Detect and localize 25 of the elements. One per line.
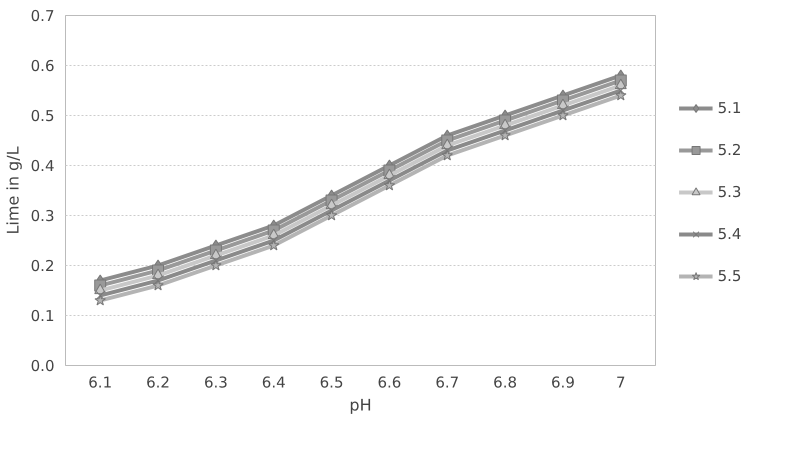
x-tick-label: 6.4 — [262, 374, 286, 392]
x-tick-label: 6.1 — [88, 374, 112, 392]
x-tick-label: 7 — [616, 374, 626, 392]
y-tick-label: 0.0 — [30, 357, 55, 375]
y-axis-title: Lime in g/L — [4, 146, 23, 235]
legend-label: 5.2 — [718, 140, 742, 158]
legend-label: 5.5 — [718, 266, 742, 284]
x-axis-title: pH — [349, 396, 372, 414]
y-tick-label: 0.7 — [30, 7, 55, 25]
x-tick-label: 6.7 — [435, 374, 460, 392]
y-tick-label: 0.5 — [30, 107, 55, 125]
y-tick-label: 0.2 — [30, 257, 55, 275]
x-tick-label: 6.5 — [320, 374, 344, 392]
x-tick-label: 6.6 — [377, 374, 402, 392]
y-tick-label: 0.4 — [30, 157, 55, 175]
legend-label: 5.3 — [718, 182, 742, 200]
x-tick-label: 6.9 — [551, 374, 575, 392]
y-tick-label: 0.3 — [30, 207, 55, 225]
legend-label: 5.1 — [718, 98, 742, 116]
x-tick-label: 6.2 — [146, 374, 170, 392]
x-tick-label: 6.3 — [204, 374, 228, 392]
y-tick-label: 0.1 — [30, 307, 55, 325]
legend-label: 5.4 — [718, 224, 742, 242]
x-tick-label: 6.8 — [493, 374, 518, 392]
y-tick-label: 0.6 — [30, 57, 55, 75]
